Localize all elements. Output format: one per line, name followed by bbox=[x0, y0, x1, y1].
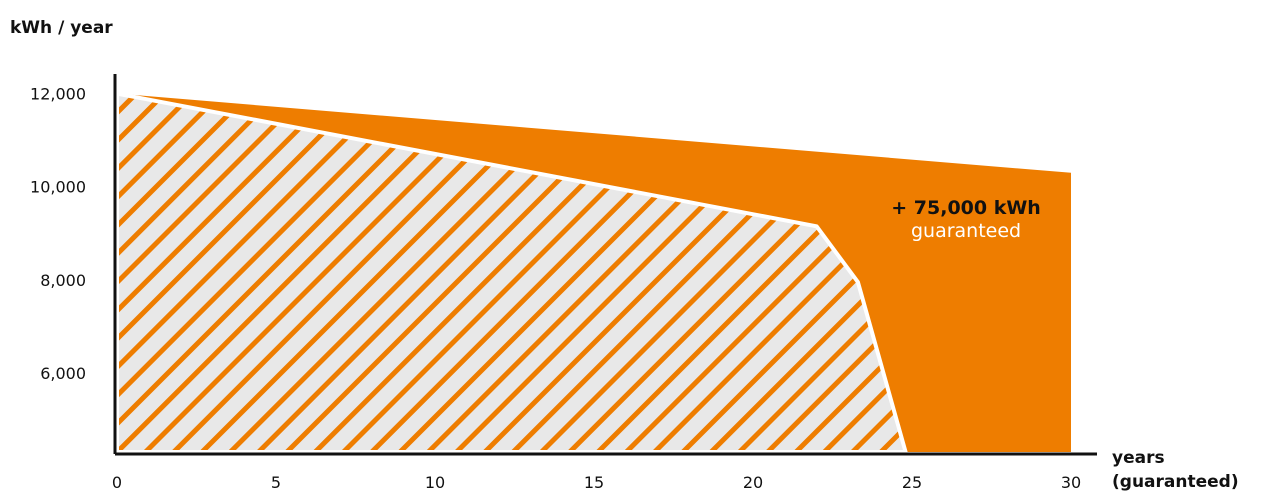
x-axis-label-line: (guaranteed) bbox=[1112, 472, 1239, 492]
annotation-guaranteed: guaranteed bbox=[911, 220, 1021, 242]
y-axis-label: kWh / year bbox=[10, 18, 113, 38]
y-tick-label: 8,000 bbox=[40, 271, 86, 290]
x-axis-label: years (guaranteed) bbox=[1112, 448, 1239, 492]
x-tick-label: 20 bbox=[743, 473, 763, 492]
x-tick-label: 30 bbox=[1061, 473, 1081, 492]
y-tick-label: 10,000 bbox=[30, 178, 86, 197]
x-tick-label: 25 bbox=[902, 473, 922, 492]
y-tick-label: 12,000 bbox=[30, 85, 86, 104]
y-tick-label: 6,000 bbox=[40, 364, 86, 383]
annotation-amount: + 75,000 kWh bbox=[891, 197, 1041, 219]
x-tick-label: 10 bbox=[425, 473, 445, 492]
x-tick-label: 0 bbox=[112, 473, 122, 492]
x-tick-label: 15 bbox=[584, 473, 604, 492]
x-tick-label: 5 bbox=[271, 473, 281, 492]
x-axis-label-line: years bbox=[1112, 448, 1165, 468]
degradation-area bbox=[115, 91, 908, 454]
